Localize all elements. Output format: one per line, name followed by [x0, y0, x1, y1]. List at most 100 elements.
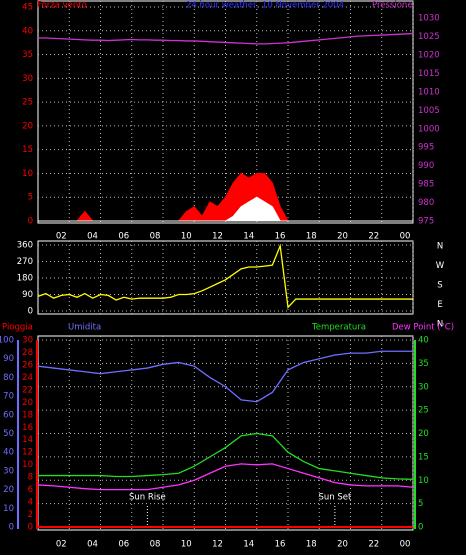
y-tick-label: 6 — [28, 485, 33, 495]
x-tick-label: 20 — [337, 232, 348, 242]
y-tick-label: 70 — [3, 392, 14, 402]
y-tick-label: 975 — [418, 217, 434, 227]
x-tick-label: 12 — [212, 232, 223, 242]
y-tick-label: 1000 — [418, 124, 440, 134]
y-tick-label: 60 — [3, 410, 14, 420]
legend-label: Forza vento — [37, 1, 87, 11]
x-tick-label: 06 — [118, 540, 129, 550]
y-tick-label: 360 — [17, 241, 33, 251]
x-tick-label: 12 — [212, 540, 223, 550]
y-tick-label: 1025 — [418, 32, 440, 42]
annotation-label: Sun Set — [318, 493, 351, 503]
compass-label: S — [437, 281, 442, 291]
x-tick-label: 00 — [400, 540, 411, 550]
series-line — [38, 432, 414, 480]
x-tick-label: 14 — [243, 540, 254, 550]
x-tick-label: 16 — [275, 540, 286, 550]
y-tick-label: 12 — [22, 448, 33, 458]
x-tick-label: 18 — [306, 232, 317, 242]
y-tick-label: 40 — [3, 448, 14, 458]
x-tick-label: 16 — [275, 232, 286, 242]
y-tick-label: 0 — [28, 217, 33, 227]
y-tick-label: 270 — [17, 257, 33, 267]
y-tick-label: 30 — [418, 382, 429, 392]
series-line — [37, 463, 414, 491]
series-line — [37, 243, 413, 309]
y-tick-label: 20 — [418, 429, 429, 439]
x-tick-label: 14 — [243, 232, 254, 242]
y-tick-label: 30 — [3, 466, 14, 476]
x-tick-label: 20 — [337, 540, 348, 550]
legend-label: Pioggia — [2, 323, 33, 333]
y-tick-label: 40 — [22, 26, 33, 36]
legend-label: Umidita — [68, 323, 101, 333]
compass-label: N — [437, 320, 443, 330]
legend-label: Dew Point (°C) — [392, 323, 454, 333]
annotation-label: Sun Rise — [129, 493, 166, 503]
compass-label: W — [436, 261, 445, 271]
wind-area — [38, 196, 413, 222]
y-tick-label: 985 — [418, 180, 434, 190]
y-tick-label: 5 — [418, 499, 423, 509]
y-tick-label: 14 — [22, 435, 33, 445]
y-tick-label: 45 — [22, 3, 33, 13]
y-tick-label: 100 — [0, 336, 14, 346]
y-tick-label: 4 — [28, 498, 33, 508]
y-tick-label: 15 — [418, 452, 429, 462]
y-tick-label: 20 — [3, 485, 14, 495]
x-tick-label: 18 — [306, 540, 317, 550]
y-tick-label: 28 — [22, 348, 33, 358]
y-tick-label: 35 — [22, 50, 33, 60]
y-tick-label: 0 — [9, 523, 14, 533]
y-tick-label: 0 — [28, 307, 33, 317]
compass-label: E — [437, 300, 442, 310]
x-tick-label: 10 — [181, 232, 192, 242]
y-tick-label: 30 — [22, 336, 33, 346]
x-tick-label: 06 — [118, 232, 129, 242]
y-tick-label: 10 — [418, 476, 429, 486]
y-tick-label: 50 — [3, 429, 14, 439]
x-tick-label: 00 — [400, 232, 411, 242]
y-tick-label: 1030 — [418, 14, 440, 24]
x-tick-label: 04 — [87, 540, 98, 550]
y-tick-label: 995 — [418, 143, 434, 153]
y-tick-label: 16 — [22, 423, 33, 433]
y-tick-label: 1015 — [418, 69, 440, 79]
y-tick-label: 22 — [22, 385, 33, 395]
y-tick-label: 15 — [22, 145, 33, 155]
y-tick-label: 80 — [3, 373, 14, 383]
chart-title: 24 hour weather, 10 November 2004 — [186, 1, 344, 11]
y-tick-label: 25 — [22, 98, 33, 108]
x-tick-label: 08 — [150, 540, 161, 550]
x-tick-label: 02 — [56, 232, 67, 242]
y-tick-label: 5 — [28, 193, 33, 203]
y-tick-label: 26 — [22, 360, 33, 370]
y-tick-label: 24 — [22, 373, 33, 383]
y-tick-label: 18 — [22, 410, 33, 420]
x-tick-label: 08 — [150, 232, 161, 242]
y-tick-label: 990 — [418, 161, 434, 171]
y-tick-label: 10 — [22, 460, 33, 470]
x-tick-label: 02 — [56, 540, 67, 550]
y-tick-label: 35 — [418, 359, 429, 369]
y-tick-label: 1020 — [418, 50, 440, 60]
series-line — [38, 32, 414, 45]
y-tick-label: 1010 — [418, 87, 440, 97]
y-tick-label: 20 — [22, 398, 33, 408]
y-tick-label: 90 — [22, 290, 33, 300]
y-tick-label: 10 — [3, 504, 14, 514]
x-tick-label: 22 — [368, 232, 379, 242]
y-tick-label: 40 — [418, 336, 429, 346]
legend-label: Pressione — [372, 1, 413, 11]
x-tick-label: 22 — [368, 540, 379, 550]
y-tick-label: 1005 — [418, 106, 440, 116]
y-tick-label: 30 — [22, 74, 33, 84]
x-tick-label: 04 — [87, 232, 98, 242]
y-tick-label: 0 — [418, 523, 423, 533]
legend-label: Temperatura — [311, 323, 366, 333]
y-tick-label: 8 — [28, 473, 33, 483]
y-tick-label: 0 — [28, 523, 33, 533]
y-tick-label: 980 — [418, 198, 434, 208]
y-tick-label: 25 — [418, 406, 429, 416]
